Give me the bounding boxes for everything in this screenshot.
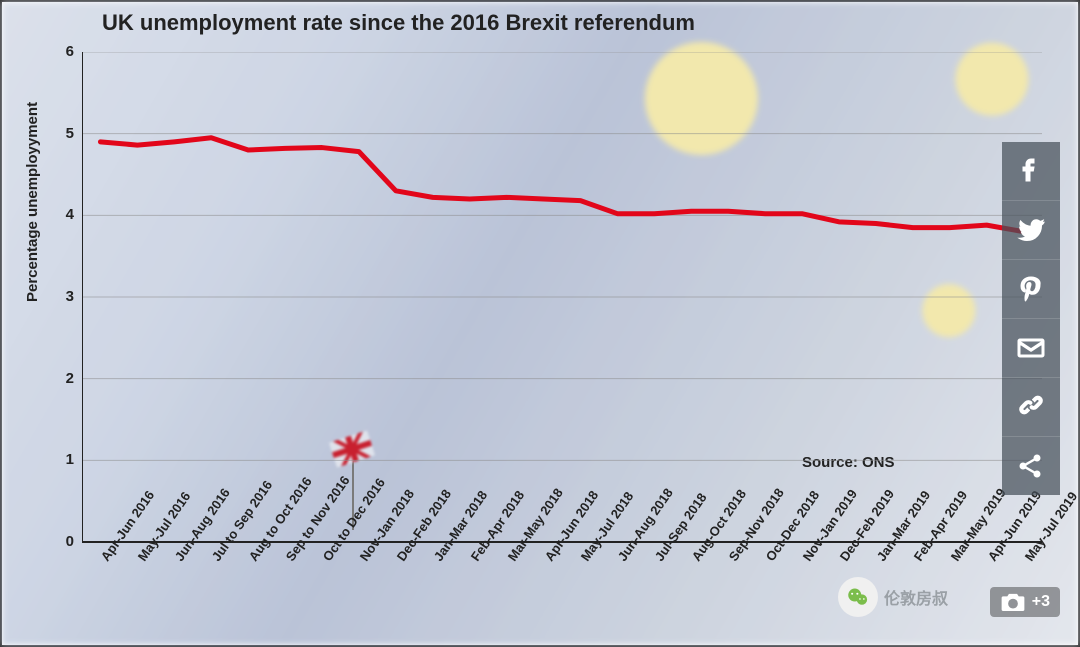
y-tick: 2 (44, 370, 74, 387)
camera-icon (1000, 591, 1026, 613)
y-tick: 6 (44, 43, 74, 60)
wechat-account-label: 伦敦房叔 (884, 585, 948, 609)
y-tick: 5 (44, 125, 74, 142)
pinterest-icon (1016, 274, 1046, 304)
gallery-count-badge[interactable]: +3 (990, 587, 1060, 617)
y-tick: 0 (44, 533, 74, 550)
twitter-share-button[interactable] (1002, 201, 1060, 260)
y-tick: 3 (44, 288, 74, 305)
line-chart-svg (82, 52, 1042, 647)
y-tick: 4 (44, 206, 74, 223)
share-icon (1016, 451, 1046, 481)
share-share-button[interactable] (1002, 437, 1060, 495)
email-share-button[interactable] (1002, 319, 1060, 378)
chart-y-axis-label: Percentage unemployyment (24, 102, 41, 302)
facebook-share-button[interactable] (1002, 142, 1060, 201)
twitter-icon (1016, 215, 1046, 245)
facebook-icon (1016, 156, 1046, 186)
chart-title: UK unemployment rate since the 2016 Brex… (102, 10, 695, 36)
gallery-count-label: +3 (1032, 593, 1050, 611)
wechat-icon (838, 577, 878, 617)
link-share-button[interactable] (1002, 378, 1060, 437)
share-button-column (1002, 142, 1060, 495)
link-icon (1016, 392, 1046, 422)
y-tick: 1 (44, 451, 74, 468)
email-icon (1016, 333, 1046, 363)
chart-area: UK unemployment rate since the 2016 Brex… (2, 2, 1078, 645)
chart-card: UK unemployment rate since the 2016 Brex… (0, 0, 1080, 647)
pinterest-share-button[interactable] (1002, 260, 1060, 319)
wechat-account-badge[interactable]: 伦敦房叔 (838, 577, 948, 617)
